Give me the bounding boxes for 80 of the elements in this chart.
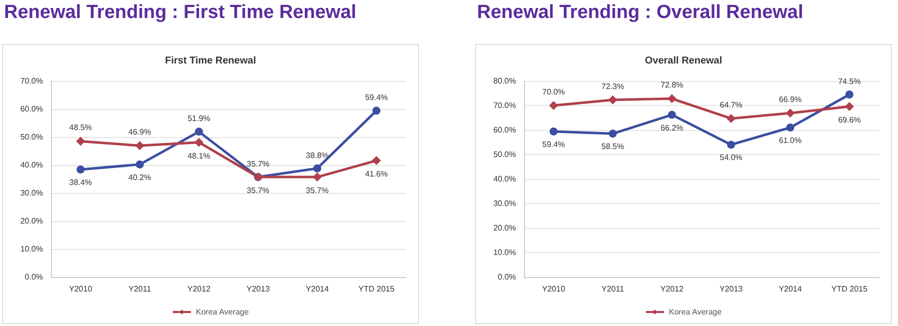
point bbox=[194, 138, 204, 147]
y-tick-label: 30.0% bbox=[20, 188, 43, 198]
data-label: 48.1% bbox=[188, 151, 210, 160]
chart-title: Renewal Trending : First Time Renewal bbox=[4, 2, 356, 24]
data-label: 38.8% bbox=[306, 150, 329, 160]
point bbox=[550, 127, 558, 136]
x-tick-label: Y2010 bbox=[542, 284, 566, 294]
x-tick-label: Y2011 bbox=[128, 284, 152, 294]
point bbox=[372, 156, 381, 166]
point bbox=[194, 128, 203, 136]
y-tick-label: 0.0% bbox=[498, 272, 516, 282]
data-label: 35.7% bbox=[246, 160, 270, 169]
data-label: 48.5% bbox=[69, 123, 92, 132]
point bbox=[786, 108, 795, 118]
y-tick-label: 80.0% bbox=[493, 76, 516, 86]
point bbox=[845, 90, 854, 98]
x-tick-label: YTD 2015 bbox=[831, 284, 868, 294]
chart-title: Renewal Trending : Overall Renewal bbox=[477, 2, 804, 24]
y-tick-label: 50.0% bbox=[20, 132, 43, 142]
y-tick-label: 20.0% bbox=[20, 216, 43, 226]
data-label: 70.0% bbox=[542, 88, 565, 96]
data-label: 66.9% bbox=[778, 95, 802, 104]
data-label: 69.6% bbox=[838, 115, 861, 124]
y-tick-label: 40.0% bbox=[20, 160, 43, 170]
x-tick-label: Y2014 bbox=[306, 284, 330, 294]
data-label: 46.9% bbox=[128, 128, 152, 137]
data-label: 59.4% bbox=[542, 140, 565, 149]
point bbox=[549, 101, 558, 110]
point bbox=[726, 114, 736, 123]
point bbox=[312, 172, 322, 182]
y-tick-label: 40.0% bbox=[493, 174, 516, 184]
y-tick-label: 60.0% bbox=[493, 126, 516, 134]
data-label: 51.9% bbox=[188, 114, 210, 124]
data-label: 72.8% bbox=[660, 80, 684, 90]
y-tick-label: 70.0% bbox=[20, 76, 43, 86]
x-tick-label: Y2012 bbox=[187, 284, 212, 294]
point bbox=[135, 141, 144, 150]
point bbox=[136, 160, 144, 168]
x-tick-label: Y2012 bbox=[660, 284, 684, 294]
legend-label: Korea Average bbox=[668, 308, 722, 316]
data-label: 66.2% bbox=[660, 123, 684, 132]
point bbox=[668, 110, 676, 119]
data-label: 40.2% bbox=[128, 172, 152, 182]
x-tick-label: Y2013 bbox=[720, 284, 744, 294]
point bbox=[76, 165, 85, 174]
data-label: 74.5% bbox=[838, 76, 861, 86]
legend-label: Korea Average bbox=[196, 308, 250, 316]
y-tick-label: 0.0% bbox=[24, 272, 43, 282]
data-label: 35.7% bbox=[306, 186, 329, 196]
data-label: 64.7% bbox=[720, 100, 742, 110]
y-tick-label: 60.0% bbox=[20, 104, 43, 114]
x-tick-label: Y2011 bbox=[601, 284, 625, 294]
x-tick-label: Y2013 bbox=[246, 284, 270, 294]
y-tick-label: 50.0% bbox=[493, 150, 516, 159]
point bbox=[608, 130, 617, 138]
point bbox=[608, 95, 618, 104]
chart-subtitle: Overall Renewal bbox=[644, 56, 722, 66]
y-tick-label: 10.0% bbox=[493, 248, 516, 257]
data-label: 35.7% bbox=[246, 186, 270, 196]
data-label: 58.5% bbox=[601, 142, 624, 152]
point bbox=[786, 124, 794, 132]
point bbox=[844, 102, 854, 111]
x-tick-label: YTD 2015 bbox=[358, 284, 395, 294]
y-tick-label: 10.0% bbox=[20, 244, 43, 254]
y-tick-label: 20.0% bbox=[493, 224, 516, 232]
y-tick-label: 70.0% bbox=[493, 101, 516, 110]
data-label: 59.4% bbox=[365, 93, 388, 102]
y-tick-label: 30.0% bbox=[493, 199, 516, 208]
point bbox=[76, 136, 86, 146]
x-tick-label: Y2010 bbox=[69, 284, 93, 294]
data-label: 41.6% bbox=[365, 170, 388, 179]
data-label: 61.0% bbox=[778, 136, 802, 146]
point bbox=[372, 106, 380, 115]
point bbox=[313, 164, 322, 172]
data-label: 54.0% bbox=[720, 153, 742, 162]
point bbox=[727, 140, 736, 149]
data-label: 38.4% bbox=[69, 178, 92, 187]
data-label: 72.3% bbox=[601, 82, 624, 91]
x-tick-label: Y2014 bbox=[778, 284, 802, 294]
chart-subtitle: First Time Renewal bbox=[165, 56, 256, 66]
